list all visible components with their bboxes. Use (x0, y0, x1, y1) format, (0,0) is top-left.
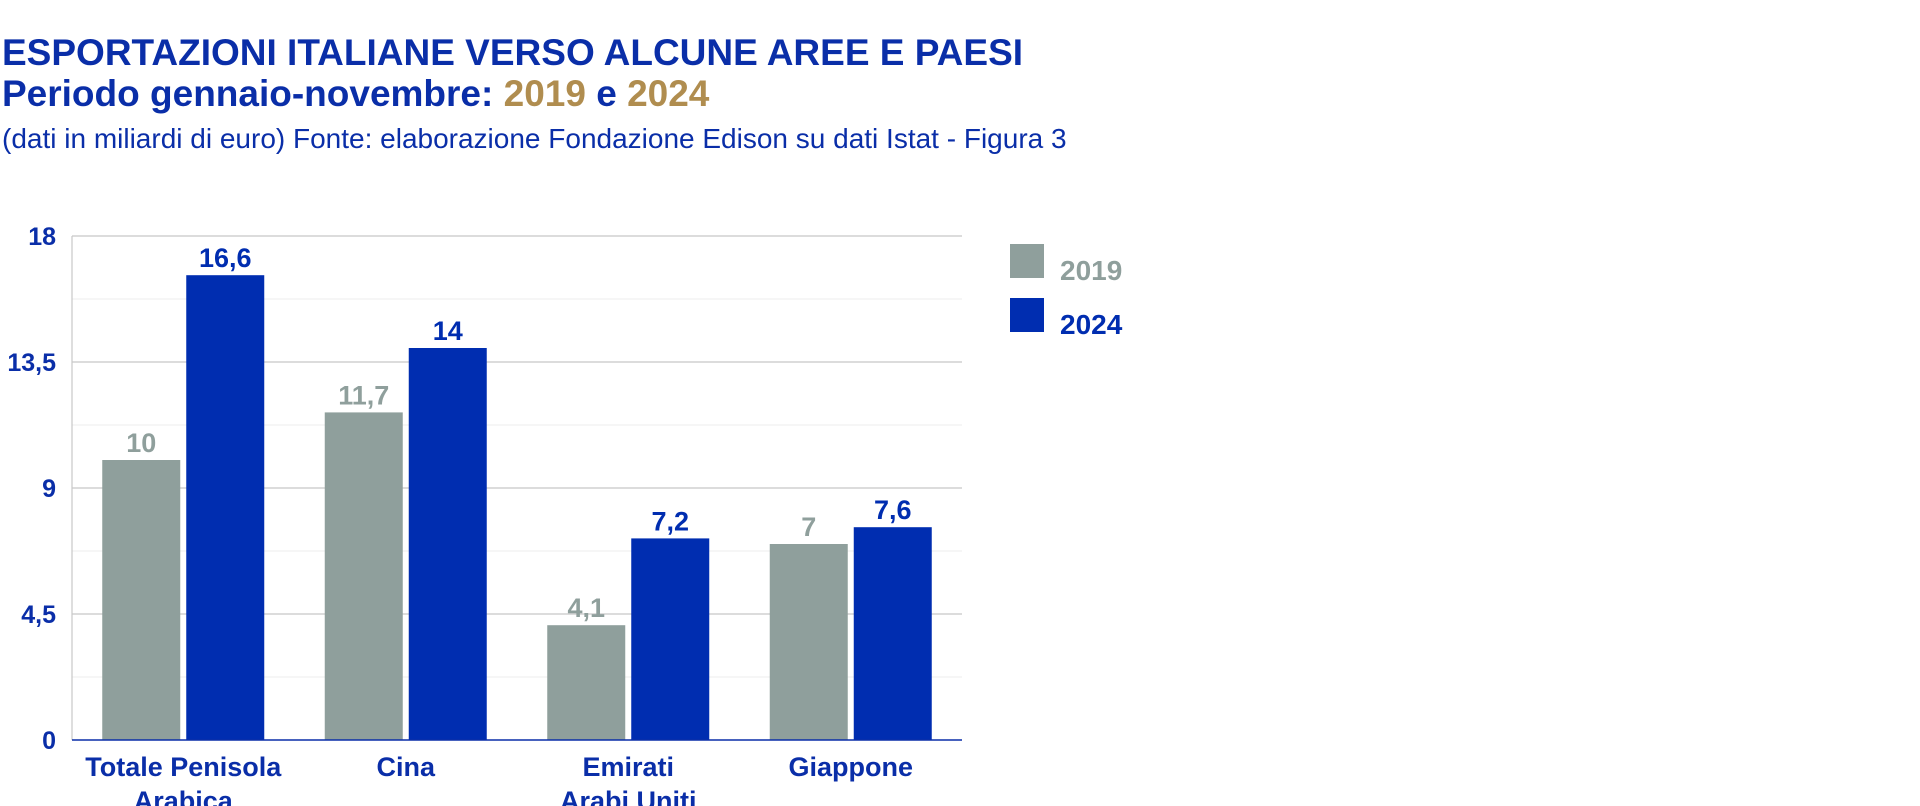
x-category-label: Giappone (788, 752, 913, 782)
data-label-2024-1: 14 (433, 316, 463, 346)
data-label-2019-1: 11,7 (338, 380, 389, 410)
chart-title: ESPORTAZIONI ITALIANE VERSO ALCUNE AREE … (2, 32, 1023, 114)
x-category-label: Arabica (134, 786, 234, 806)
legend-label-2019: 2019 (1060, 255, 1123, 286)
bar-2019-1 (324, 412, 403, 740)
y-tick-label: 18 (28, 223, 56, 251)
bar-2024-2 (631, 538, 710, 740)
title-line-1: ESPORTAZIONI ITALIANE VERSO ALCUNE AREE … (2, 32, 1024, 73)
y-tick-label: 0 (42, 727, 56, 755)
y-tick-label: 9 (42, 475, 56, 503)
legend-swatch-2024 (1010, 298, 1044, 332)
data-label-2019-2: 4,1 (567, 593, 605, 623)
chart-subtitle: (dati in miliardi di euro) Fonte: elabor… (2, 123, 1067, 154)
bar-2019-2 (547, 625, 626, 740)
title-year-2019: 2019 (503, 73, 586, 114)
legend-item-2024: 2024 (1010, 288, 1122, 342)
y-tick-label: 13,5 (7, 349, 56, 377)
data-label-2024-2: 7,2 (651, 506, 689, 536)
data-label-2024-0: 16,6 (199, 243, 252, 273)
data-label-2019-3: 7 (801, 512, 816, 542)
bar-2024-0 (186, 275, 265, 740)
legend-swatch-2019 (1010, 244, 1044, 278)
bar-2019-0 (102, 460, 181, 740)
legend-item-2019: 2019 (1010, 234, 1122, 288)
data-label-2024-3: 7,6 (874, 495, 912, 525)
y-tick-label: 4,5 (21, 601, 56, 629)
legend-label-2024: 2024 (1060, 309, 1123, 340)
title-connector: e (585, 73, 628, 114)
legend: 2019 2024 (1010, 234, 1122, 342)
title-year-2024: 2024 (627, 73, 710, 114)
title-line-2-prefix: Periodo gennaio-novembre: (2, 73, 504, 114)
x-category-label: Cina (376, 752, 435, 782)
bar-2024-3 (853, 527, 932, 740)
x-category-label: Emirati (582, 752, 674, 782)
x-category-label: Totale Penisola (85, 752, 282, 782)
bar-2024-1 (408, 348, 487, 740)
data-label-2019-0: 10 (126, 428, 156, 458)
bar-2019-3 (769, 544, 848, 740)
x-category-label: Arabi Uniti (560, 786, 697, 806)
